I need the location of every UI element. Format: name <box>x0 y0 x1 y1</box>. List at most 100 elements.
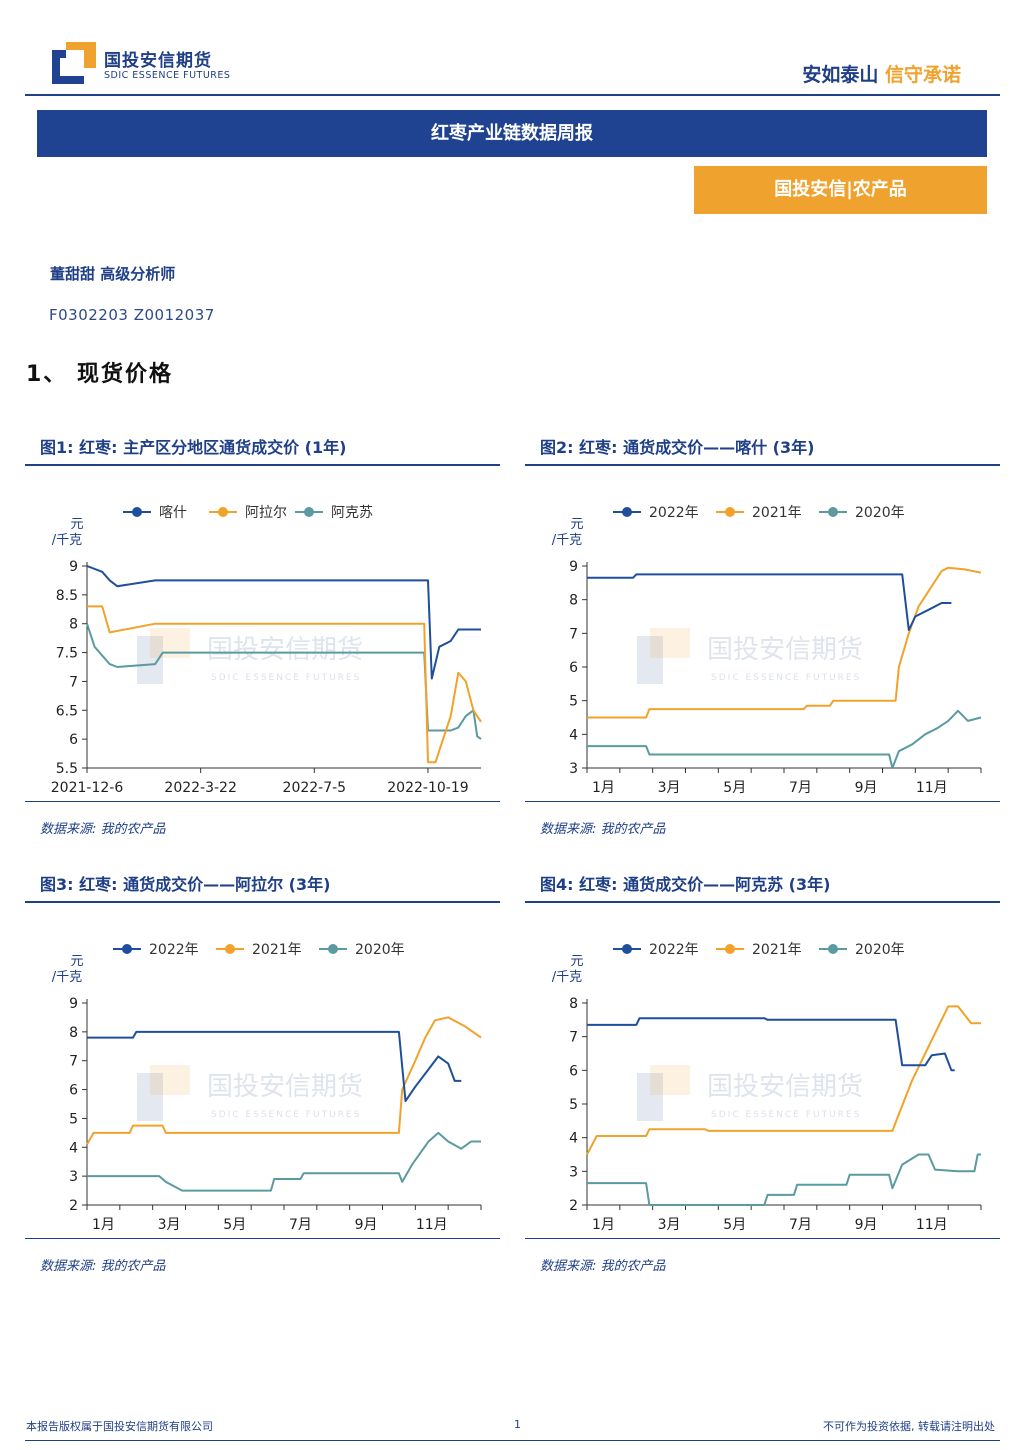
legend-marker <box>622 507 632 517</box>
legend-label: 2022年 <box>149 942 199 958</box>
y-tick-label: 9 <box>69 996 78 1012</box>
legend-marker <box>725 507 735 517</box>
x-tick-label: 2022-3-22 <box>164 780 236 796</box>
watermark-text-en: SDIC ESSENCE FUTURES <box>211 673 361 683</box>
legend-label: 2021年 <box>252 942 302 958</box>
figure-bottom-rule <box>525 801 1000 802</box>
watermark-text: 国投安信期货 <box>707 635 863 665</box>
legend-label: 2020年 <box>855 942 905 958</box>
y-tick-label: 6 <box>69 732 78 748</box>
watermark: 国投安信期货 SDIC ESSENCE FUTURES <box>637 1065 863 1121</box>
x-tick-label: 5月 <box>723 780 746 796</box>
chart-svg: 国投安信期货 SDIC ESSENCE FUTURES 2022年 2021年 2020… <box>552 505 982 796</box>
x-tick-label: 11月 <box>916 1217 948 1233</box>
section-heading: 1、 现货价格 <box>26 362 173 387</box>
watermark: 国投安信期货 SDIC ESSENCE FUTURES <box>137 628 363 684</box>
watermark-text: 国投安信期货 <box>707 1072 863 1102</box>
y-tick-label: 8 <box>69 1025 78 1041</box>
series-line <box>87 1131 481 1192</box>
legend-marker <box>304 507 314 517</box>
x-tick-label: 7月 <box>289 1217 312 1233</box>
y-tick-label: 6 <box>569 660 578 676</box>
chart-figure-4: 国投安信期货 SDIC ESSENCE FUTURES 2022年 2021年 2020… <box>525 905 1000 1235</box>
x-tick-label: 1月 <box>592 780 615 796</box>
series-line <box>87 1030 462 1103</box>
x-tick-label: 1月 <box>592 1217 615 1233</box>
legend-marker <box>132 507 142 517</box>
y-axis-label: 元/千克 <box>52 954 84 985</box>
y-tick-label: 7 <box>69 674 78 690</box>
footer-page-number: 1 <box>514 1418 521 1431</box>
y-tick-label: 4 <box>69 1140 78 1156</box>
logo-mark-icon <box>52 42 96 84</box>
figure-rule <box>525 464 1000 466</box>
x-tick-label: 7月 <box>789 780 812 796</box>
y-axis-label: 元/千克 <box>552 954 584 985</box>
slogan: 安如泰山 信守承诺 <box>802 60 961 87</box>
legend-label: 2021年 <box>752 505 802 521</box>
legend-label: 2020年 <box>355 942 405 958</box>
series-line <box>587 1017 955 1072</box>
figure-source: 数据来源: 我的农产品 <box>540 1259 666 1274</box>
y-tick-label: 6 <box>69 1083 78 1099</box>
slogan-orange: 信守承诺 <box>884 64 961 86</box>
analyst-codes: F0302203 Z0012037 <box>49 306 215 324</box>
watermark-text: 国投安信期货 <box>207 635 363 665</box>
y-tick-label: 7.5 <box>56 646 78 662</box>
watermark-text: 国投安信期货 <box>207 1072 363 1102</box>
figure-title: 图2: 红枣: 通货成交价——喀什 (3年) <box>540 438 815 457</box>
series-line <box>587 566 982 719</box>
chart-svg: 国投安信期货 SDIC ESSENCE FUTURES 2022年 2021年 2020… <box>52 942 482 1233</box>
y-tick-label: 7 <box>569 626 578 642</box>
y-tick-label: 2 <box>69 1198 78 1214</box>
x-tick-label: 2022-7-5 <box>283 780 347 796</box>
y-tick-label: 6 <box>569 1063 578 1079</box>
y-tick-label: 4 <box>569 727 578 743</box>
y-tick-label: 8.5 <box>56 588 78 604</box>
legend-marker <box>218 507 228 517</box>
slogan-blue: 安如泰山 <box>802 64 879 86</box>
y-axis-label: 元/千克 <box>552 517 584 548</box>
y-tick-label: 5.5 <box>56 761 78 777</box>
x-tick-label: 5月 <box>723 1217 746 1233</box>
watermark-logo-accent-icon <box>150 1065 190 1095</box>
report-title: 红枣产业链数据周报 <box>37 110 987 157</box>
figure-title: 图4: 红枣: 通货成交价——阿克苏 (3年) <box>540 875 831 894</box>
legend-marker <box>828 944 838 954</box>
analyst-name: 董甜甜 高级分析师 <box>50 265 176 283</box>
x-tick-label: 9月 <box>355 1217 378 1233</box>
category-badge: 国投安信|农产品 <box>694 166 987 214</box>
x-tick-label: 3月 <box>658 1217 681 1233</box>
y-axis-label: 元/千克 <box>52 517 84 548</box>
series-line <box>587 573 952 631</box>
company-logo: 国投安信期货 SDIC ESSENCE FUTURES <box>52 42 232 88</box>
legend-marker <box>225 944 235 954</box>
legend-label: 2020年 <box>855 505 905 521</box>
y-tick-label: 5 <box>69 1111 78 1127</box>
legend-label: 2022年 <box>649 505 699 521</box>
figure-rule <box>25 901 500 903</box>
x-tick-label: 2021-12-6 <box>51 780 124 796</box>
figure-rule <box>525 901 1000 903</box>
legend-marker <box>622 944 632 954</box>
series-line <box>86 1016 482 1145</box>
y-tick-label: 9 <box>569 559 578 575</box>
series-line <box>86 565 481 680</box>
figure-title: 图1: 红枣: 主产区分地区通货成交价 (1年) <box>40 438 347 457</box>
watermark-text-en: SDIC ESSENCE FUTURES <box>711 673 861 683</box>
header-divider <box>25 94 1000 96</box>
legend-marker <box>122 944 132 954</box>
chart-svg: 国投安信期货 SDIC ESSENCE FUTURES 2022年 2021年 2020… <box>552 942 982 1233</box>
y-tick-label: 3 <box>569 1164 578 1180</box>
x-tick-label: 1月 <box>92 1217 115 1233</box>
watermark-logo-icon <box>637 1073 663 1121</box>
footer-disclaimer: 不可作为投资依据, 转载请注明出处 <box>823 1420 995 1433</box>
legend-label: 2021年 <box>752 942 802 958</box>
series-line <box>586 1005 981 1155</box>
x-tick-label: 2022-10-19 <box>387 780 468 796</box>
watermark-logo-accent-icon <box>650 1065 690 1095</box>
figure-bottom-rule <box>25 1238 500 1239</box>
y-tick-label: 5 <box>569 1097 578 1113</box>
watermark-text-en: SDIC ESSENCE FUTURES <box>711 1110 861 1120</box>
